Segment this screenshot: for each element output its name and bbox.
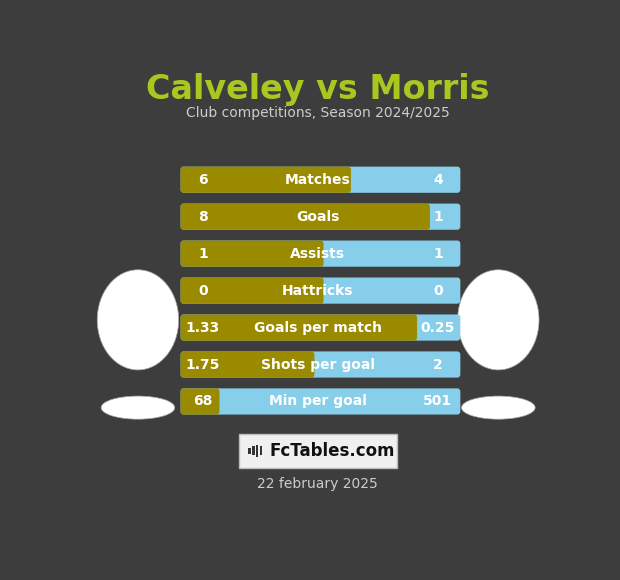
FancyBboxPatch shape bbox=[180, 351, 314, 378]
Ellipse shape bbox=[458, 270, 539, 370]
Bar bbox=[260, 446, 262, 455]
Text: Goals per match: Goals per match bbox=[254, 321, 382, 335]
Ellipse shape bbox=[461, 396, 535, 419]
Text: 501: 501 bbox=[423, 394, 453, 408]
Text: Shots per goal: Shots per goal bbox=[261, 357, 374, 372]
Text: 68: 68 bbox=[193, 394, 213, 408]
Text: Goals: Goals bbox=[296, 210, 339, 224]
FancyBboxPatch shape bbox=[180, 314, 460, 340]
Bar bbox=[248, 448, 250, 454]
FancyBboxPatch shape bbox=[180, 204, 430, 230]
Bar bbox=[255, 445, 259, 457]
Text: 0.25: 0.25 bbox=[421, 321, 455, 335]
Text: Hattricks: Hattricks bbox=[282, 284, 353, 298]
FancyBboxPatch shape bbox=[180, 277, 324, 304]
FancyBboxPatch shape bbox=[180, 241, 460, 267]
FancyBboxPatch shape bbox=[180, 389, 460, 415]
Text: 22 february 2025: 22 february 2025 bbox=[257, 477, 378, 491]
Text: FcTables.com: FcTables.com bbox=[270, 442, 395, 460]
Text: Min per goal: Min per goal bbox=[269, 394, 366, 408]
Text: Club competitions, Season 2024/2025: Club competitions, Season 2024/2025 bbox=[186, 106, 450, 119]
Text: Assists: Assists bbox=[290, 246, 345, 260]
FancyBboxPatch shape bbox=[180, 204, 460, 230]
Text: 1: 1 bbox=[433, 210, 443, 224]
Ellipse shape bbox=[101, 396, 175, 419]
FancyBboxPatch shape bbox=[180, 241, 324, 267]
Text: 6: 6 bbox=[198, 173, 208, 187]
Bar bbox=[252, 446, 255, 455]
Text: 1.33: 1.33 bbox=[186, 321, 220, 335]
FancyBboxPatch shape bbox=[180, 277, 460, 304]
Text: 1.75: 1.75 bbox=[186, 357, 220, 372]
FancyBboxPatch shape bbox=[180, 314, 417, 340]
Text: 2: 2 bbox=[433, 357, 443, 372]
FancyBboxPatch shape bbox=[180, 166, 460, 193]
FancyBboxPatch shape bbox=[180, 389, 219, 415]
Text: Calveley vs Morris: Calveley vs Morris bbox=[146, 73, 490, 106]
FancyBboxPatch shape bbox=[180, 351, 460, 378]
Text: 8: 8 bbox=[198, 210, 208, 224]
Text: 0: 0 bbox=[198, 284, 208, 298]
FancyBboxPatch shape bbox=[180, 166, 351, 193]
Text: 0: 0 bbox=[433, 284, 443, 298]
FancyBboxPatch shape bbox=[239, 434, 397, 467]
Ellipse shape bbox=[97, 270, 179, 370]
Text: 1: 1 bbox=[198, 246, 208, 260]
Text: Matches: Matches bbox=[285, 173, 351, 187]
Text: 1: 1 bbox=[433, 246, 443, 260]
Text: 4: 4 bbox=[433, 173, 443, 187]
